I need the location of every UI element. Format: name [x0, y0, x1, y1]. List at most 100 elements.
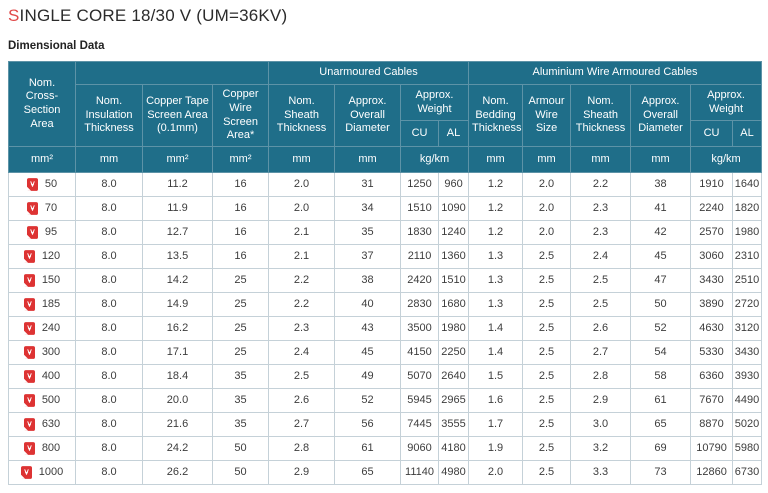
data-cell: 2.7 [268, 412, 336, 437]
data-cell: 12.7 [142, 220, 213, 245]
pdf-link[interactable]: 95 [10, 226, 74, 240]
data-cell: 8.0 [75, 244, 143, 269]
table-header: Nom. Cross-Section Area Unarmoured Cable… [8, 61, 763, 173]
data-cell: 2.5 [522, 460, 572, 485]
data-cell: 69 [630, 436, 692, 461]
pdf-icon[interactable] [23, 418, 35, 431]
cross-section-cell[interactable]: 300 [8, 340, 76, 365]
pdf-icon[interactable] [26, 178, 38, 191]
cross-section-cell[interactable]: 500 [8, 388, 76, 413]
data-cell: 2.5 [522, 244, 572, 269]
data-cell: 35 [211, 364, 270, 389]
data-cell: 49 [334, 364, 402, 389]
data-cell: 1.2 [468, 220, 524, 245]
data-cell: 61 [630, 388, 692, 413]
data-cell: 3500 [400, 316, 440, 341]
pdf-icon[interactable] [23, 346, 35, 359]
pdf-icon[interactable] [23, 298, 35, 311]
data-cell: 16 [211, 220, 270, 245]
cross-section-value: 800 [41, 441, 61, 454]
pdf-icon[interactable] [23, 442, 35, 455]
cross-section-value: 400 [41, 369, 61, 382]
data-cell: 2.6 [268, 388, 336, 413]
cross-section-value: 300 [41, 345, 61, 358]
pdf-link[interactable]: 150 [10, 274, 74, 288]
pdf-icon[interactable] [23, 274, 35, 287]
cross-section-cell[interactable]: 800 [8, 436, 76, 461]
pdf-icon[interactable] [23, 394, 35, 407]
data-cell: 2.2 [570, 172, 632, 197]
data-cell: 1.6 [468, 388, 524, 413]
pdf-link[interactable]: 70 [10, 202, 74, 216]
cross-section-value: 50 [44, 177, 58, 190]
pdf-link[interactable]: 120 [10, 250, 74, 264]
cross-section-cell[interactable]: 185 [8, 292, 76, 317]
data-cell: 2.0 [522, 172, 572, 197]
pdf-link[interactable]: 400 [10, 370, 74, 384]
data-cell: 3930 [732, 364, 763, 389]
data-cell: 8.0 [75, 172, 143, 197]
data-cell: 2.9 [268, 460, 336, 485]
page-title: SINGLE CORE 18/30 V (UM=36KV) [8, 6, 760, 26]
data-cell: 1.9 [468, 436, 524, 461]
unit-cell: mm² [211, 146, 270, 173]
cross-section-cell[interactable]: 120 [8, 244, 76, 269]
pdf-link[interactable]: 500 [10, 394, 74, 408]
data-cell: 2.0 [468, 460, 524, 485]
unit-cell: mm² [8, 146, 76, 173]
pdf-icon[interactable] [20, 466, 32, 479]
pdf-icon[interactable] [23, 370, 35, 383]
data-cell: 8.0 [75, 292, 143, 317]
unit-cell: kg/km [690, 146, 763, 173]
data-cell: 31 [334, 172, 402, 197]
data-cell: 2.5 [522, 412, 572, 437]
group-header-row: Nom. Cross-Section Area Unarmoured Cable… [8, 61, 763, 147]
pdf-icon[interactable] [23, 250, 35, 263]
data-cell: 2.5 [570, 292, 632, 317]
pdf-link[interactable]: 800 [10, 442, 74, 456]
data-cell: 52 [334, 388, 402, 413]
col-header-weight-unarmoured: Approx. Weight [400, 84, 470, 121]
pdf-icon[interactable] [26, 226, 38, 239]
data-cell: 1820 [732, 196, 763, 221]
table-row: 630 8.0 21.6 35 2.7 56 7445 3555 1.7 2.5 3.0 65 8870… [8, 412, 763, 437]
pdf-link[interactable]: 1000 [10, 466, 74, 480]
pdf-link[interactable]: 240 [10, 322, 74, 336]
cross-section-cell[interactable]: 95 [8, 220, 76, 245]
data-cell: 2.0 [268, 196, 336, 221]
data-cell: 8.0 [75, 340, 143, 365]
data-cell: 25 [211, 292, 270, 317]
col-header-cross-section: Nom. Cross-Section Area [8, 61, 76, 147]
unit-cell: mm [75, 146, 143, 173]
cross-section-cell[interactable]: 70 [8, 196, 76, 221]
data-cell: 35 [334, 220, 402, 245]
cross-section-cell[interactable]: 240 [8, 316, 76, 341]
data-cell: 2.3 [570, 220, 632, 245]
pdf-link[interactable]: 300 [10, 346, 74, 360]
pdf-link[interactable]: 185 [10, 298, 74, 312]
data-cell: 8.0 [75, 364, 143, 389]
col-header-diameter-unarmoured: Approx. Overall Diameter [334, 84, 402, 147]
pdf-icon[interactable] [26, 202, 38, 215]
cross-section-cell[interactable]: 50 [8, 172, 76, 197]
cross-section-cell[interactable]: 150 [8, 268, 76, 293]
cross-section-cell[interactable]: 400 [8, 364, 76, 389]
data-cell: 2640 [438, 364, 470, 389]
pdf-link[interactable]: 50 [10, 178, 74, 192]
data-cell: 52 [630, 316, 692, 341]
data-cell: 4150 [400, 340, 440, 365]
cross-section-cell[interactable]: 630 [8, 412, 76, 437]
data-cell: 25 [211, 268, 270, 293]
data-cell: 1.2 [468, 172, 524, 197]
pdf-icon[interactable] [23, 322, 35, 335]
data-cell: 8870 [690, 412, 734, 437]
cross-section-cell[interactable]: 1000 [8, 460, 76, 485]
data-cell: 2.2 [268, 268, 336, 293]
data-cell: 1.5 [468, 364, 524, 389]
pdf-link[interactable]: 630 [10, 418, 74, 432]
data-cell: 2.7 [570, 340, 632, 365]
data-cell: 1980 [732, 220, 763, 245]
data-cell: 1680 [438, 292, 470, 317]
page-title-text: INGLE CORE 18/30 V (UM=36KV) [19, 6, 288, 25]
data-cell: 58 [630, 364, 692, 389]
